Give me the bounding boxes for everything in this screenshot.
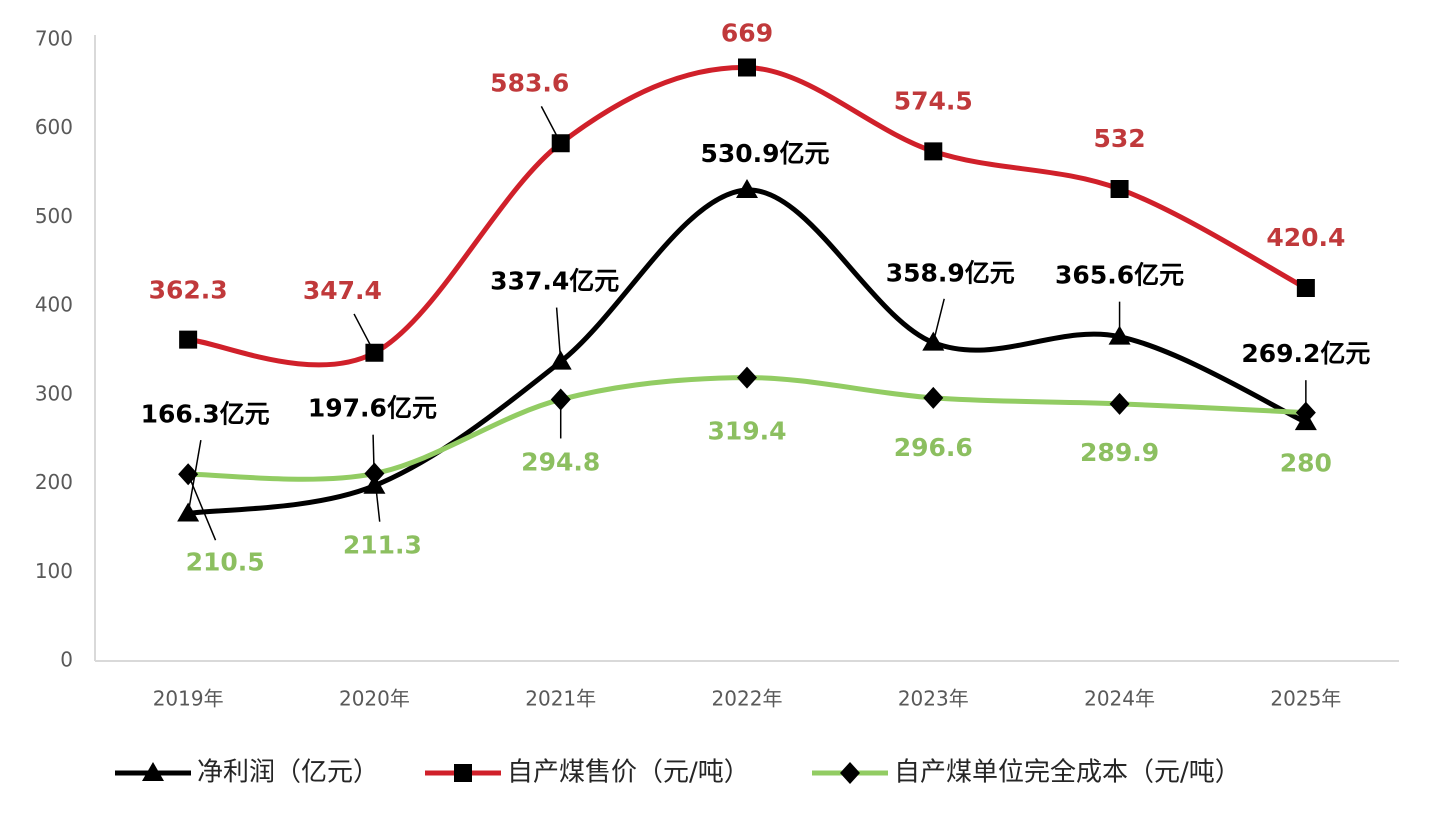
value-label: 420.4 [1266, 223, 1345, 252]
marker [142, 762, 164, 781]
value-label: 574.5 [894, 86, 973, 115]
y-tick-label: 500 [35, 204, 73, 228]
marker [922, 331, 945, 351]
legend-label: 自产煤售价（元/吨） [507, 758, 750, 788]
marker [1109, 392, 1130, 415]
marker [924, 142, 943, 161]
value-label: 197.6亿元 [308, 394, 437, 423]
marker [549, 350, 572, 370]
x-tick-label: 2023年 [898, 687, 969, 711]
value-label: 532 [1093, 124, 1145, 153]
y-tick-label: 700 [35, 27, 73, 51]
value-label: 296.6 [894, 433, 973, 462]
y-tick-label: 0 [60, 648, 73, 672]
x-tick-label: 2021年 [525, 687, 596, 711]
value-label: 347.4 [303, 276, 382, 305]
legend-item: 自产煤单位完全成本（元/吨） [812, 758, 1241, 788]
marker [177, 502, 200, 522]
x-tick-label: 2019年 [153, 687, 224, 711]
marker [736, 179, 758, 199]
value-label: 166.3亿元 [141, 399, 270, 428]
value-label: 294.8 [521, 447, 600, 476]
marker [551, 134, 570, 153]
marker [1108, 325, 1131, 345]
marker [364, 462, 385, 485]
value-label: 365.6亿元 [1055, 261, 1184, 290]
marker [840, 762, 860, 784]
marker [738, 58, 756, 77]
marker [1296, 279, 1315, 298]
marker [550, 388, 571, 411]
x-tick-label: 2025年 [1270, 687, 1341, 711]
marker [737, 366, 757, 389]
legend-item: 自产煤售价（元/吨） [425, 758, 750, 788]
value-label: 289.9 [1080, 438, 1159, 467]
leader-line [187, 473, 217, 541]
x-tick-label: 2024年 [1084, 687, 1155, 711]
marker [1295, 401, 1316, 424]
value-label: 583.6 [490, 68, 569, 97]
legend-label: 净利润（亿元） [197, 758, 379, 788]
value-label: 530.9亿元 [700, 139, 829, 168]
y-tick-label: 200 [35, 470, 73, 494]
y-tick-label: 100 [35, 559, 73, 583]
marker [923, 386, 944, 409]
series-line [185, 64, 1309, 368]
value-label: 319.4 [707, 417, 786, 446]
value-label: 362.3 [149, 276, 228, 305]
marker [365, 343, 384, 362]
marker [1110, 180, 1129, 199]
y-tick-label: 400 [35, 293, 73, 317]
value-label: 269.2亿元 [1241, 339, 1370, 368]
value-label: 210.5 [186, 547, 265, 576]
legend-item: 净利润（亿元） [115, 758, 379, 788]
y-tick-label: 600 [35, 115, 73, 139]
x-tick-label: 2020年 [339, 687, 410, 711]
marker [179, 330, 198, 349]
value-label: 337.4亿元 [490, 267, 619, 296]
legend-label: 自产煤单位完全成本（元/吨） [894, 758, 1241, 788]
marker [454, 764, 472, 782]
value-label: 280 [1280, 449, 1332, 478]
x-tick-label: 2022年 [712, 687, 783, 711]
y-tick-label: 300 [35, 381, 73, 405]
value-label: 211.3 [343, 531, 422, 560]
value-label: 358.9亿元 [886, 259, 1015, 288]
value-label: 669 [721, 19, 773, 48]
marker [178, 463, 199, 486]
